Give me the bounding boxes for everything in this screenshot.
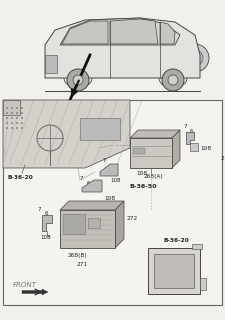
Circle shape xyxy=(16,107,18,109)
Bar xyxy=(88,218,100,228)
Circle shape xyxy=(21,112,23,114)
Bar xyxy=(130,138,172,168)
Circle shape xyxy=(181,44,209,72)
Text: 108: 108 xyxy=(136,171,147,175)
Polygon shape xyxy=(45,18,200,78)
Text: 268(A): 268(A) xyxy=(143,173,163,179)
Polygon shape xyxy=(100,164,118,176)
Text: 7: 7 xyxy=(38,206,41,212)
Polygon shape xyxy=(110,19,158,44)
Polygon shape xyxy=(62,21,108,44)
Circle shape xyxy=(21,107,23,109)
Circle shape xyxy=(11,107,13,109)
Text: 268(B): 268(B) xyxy=(68,252,88,258)
Text: 7: 7 xyxy=(184,124,187,129)
Text: B-36-20: B-36-20 xyxy=(8,174,34,180)
Circle shape xyxy=(168,75,178,85)
Text: FRONT: FRONT xyxy=(13,282,37,288)
Text: 108: 108 xyxy=(40,235,50,239)
Bar xyxy=(200,278,206,290)
Text: 7: 7 xyxy=(80,175,83,180)
Bar xyxy=(60,210,115,248)
Polygon shape xyxy=(3,100,130,168)
Circle shape xyxy=(16,122,18,124)
Bar xyxy=(80,118,120,140)
Circle shape xyxy=(187,50,203,66)
Polygon shape xyxy=(115,201,124,248)
Bar xyxy=(63,214,85,234)
Circle shape xyxy=(16,117,18,119)
Text: 6: 6 xyxy=(108,164,112,170)
Circle shape xyxy=(11,122,13,124)
Text: 271: 271 xyxy=(76,261,88,267)
Circle shape xyxy=(73,75,83,85)
Polygon shape xyxy=(82,180,102,192)
Text: 6: 6 xyxy=(44,211,48,215)
Text: 6: 6 xyxy=(189,129,193,133)
Text: 108: 108 xyxy=(111,178,121,182)
Circle shape xyxy=(6,117,8,119)
Circle shape xyxy=(21,117,23,119)
Text: 2: 2 xyxy=(220,156,224,161)
Circle shape xyxy=(11,112,13,114)
Polygon shape xyxy=(186,132,194,144)
Bar xyxy=(190,143,198,151)
Circle shape xyxy=(67,69,89,91)
Circle shape xyxy=(21,122,23,124)
Bar xyxy=(133,148,145,154)
Circle shape xyxy=(6,112,8,114)
Circle shape xyxy=(16,112,18,114)
Text: B-36-20: B-36-20 xyxy=(163,237,189,243)
Text: B-36-50: B-36-50 xyxy=(129,183,157,188)
Polygon shape xyxy=(3,100,20,115)
Bar xyxy=(3,100,222,305)
Text: 6: 6 xyxy=(86,180,90,186)
Text: 108: 108 xyxy=(200,146,211,150)
Bar xyxy=(192,244,202,249)
Text: 7: 7 xyxy=(102,157,106,163)
Polygon shape xyxy=(160,22,175,44)
Polygon shape xyxy=(42,215,52,231)
Circle shape xyxy=(6,107,8,109)
Bar xyxy=(154,254,194,288)
Circle shape xyxy=(11,117,13,119)
Circle shape xyxy=(11,127,13,129)
Circle shape xyxy=(6,127,8,129)
Polygon shape xyxy=(172,130,180,168)
Bar xyxy=(148,248,200,294)
Polygon shape xyxy=(60,201,124,210)
Text: 272: 272 xyxy=(127,215,138,220)
Circle shape xyxy=(6,122,8,124)
FancyArrow shape xyxy=(22,289,48,295)
Circle shape xyxy=(16,127,18,129)
Polygon shape xyxy=(60,18,180,45)
Polygon shape xyxy=(130,130,180,138)
Circle shape xyxy=(162,69,184,91)
Text: 108: 108 xyxy=(104,196,116,201)
Circle shape xyxy=(21,127,23,129)
Bar xyxy=(45,55,57,73)
